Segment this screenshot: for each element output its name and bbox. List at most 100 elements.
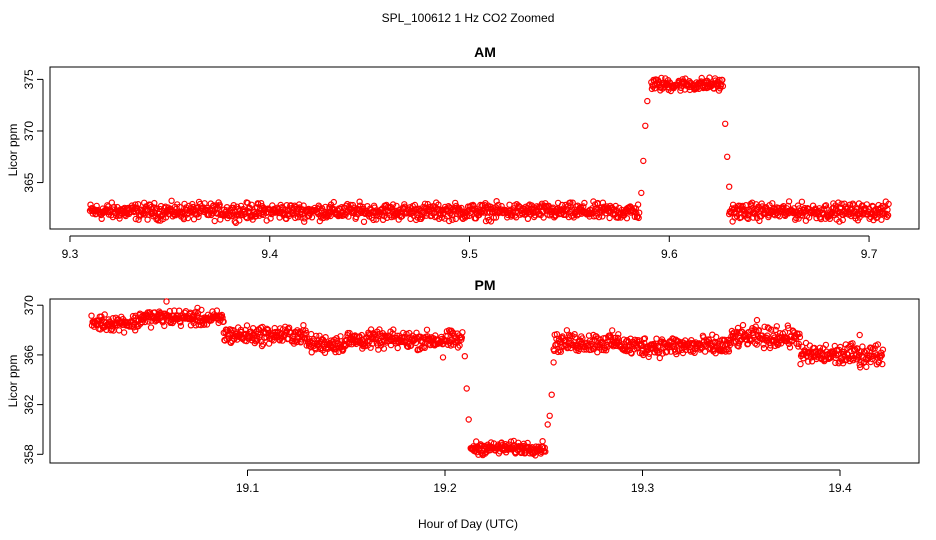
pm-data-point <box>293 338 300 346</box>
pm-data-point <box>145 318 152 325</box>
am-data-point <box>104 202 111 209</box>
pm-plot-frame <box>49 298 920 464</box>
pm-data-point <box>879 346 887 353</box>
pm-data-point <box>775 341 782 348</box>
am-data-point <box>567 199 574 206</box>
pm-data-point <box>380 345 388 352</box>
pm-data-point <box>141 318 149 326</box>
am-data-point <box>878 210 886 217</box>
pm-data-point <box>163 298 170 305</box>
am-data-point <box>490 214 497 221</box>
pm-data-point <box>816 344 824 351</box>
pm-data-point <box>796 330 803 337</box>
am-panel-title: AM <box>474 44 496 60</box>
pm-data-point <box>572 334 579 341</box>
pm-data-point <box>131 327 139 334</box>
pm-data-point <box>760 344 768 352</box>
am-data-point <box>644 97 651 105</box>
pm-data-point <box>625 343 632 350</box>
pm-data-point <box>641 335 649 342</box>
pm-data-point <box>844 351 852 358</box>
pm-data-point <box>554 348 562 356</box>
pm-data-point <box>101 311 108 318</box>
pm-data-point <box>459 329 466 336</box>
pm-data-point <box>837 343 844 351</box>
pm-data-point <box>773 323 781 330</box>
pm-x-tick-label: 19.4 <box>828 481 852 495</box>
pm-data-point <box>856 331 863 339</box>
pm-data-point <box>715 341 722 348</box>
pm-data-point <box>423 326 431 333</box>
pm-data-point <box>394 344 401 352</box>
am-x-tick-label: 9.5 <box>461 247 478 261</box>
pm-data-point <box>614 337 621 344</box>
pm-data-point <box>860 348 868 355</box>
am-data-point <box>345 213 352 220</box>
pm-data-point <box>796 333 804 341</box>
am-data-point <box>737 214 745 221</box>
pm-data-point <box>822 341 830 349</box>
pm-data-point <box>546 412 553 419</box>
am-data-point <box>878 216 885 223</box>
am-data-point <box>257 199 265 207</box>
pm-data-point <box>768 326 775 333</box>
pm-data-point <box>390 326 397 333</box>
am-panel: AM Licor ppm 9.3 9.4 9.5 9.6 9.7 365 370 375 <box>6 44 920 261</box>
am-x-tick-label: 9.4 <box>261 247 278 261</box>
am-data-point <box>719 76 726 84</box>
am-data-points <box>86 74 892 226</box>
am-data-point <box>216 201 223 208</box>
am-data-point <box>850 202 857 209</box>
pm-x-tick-label: 19.3 <box>631 481 655 495</box>
pm-data-point <box>863 347 871 354</box>
pm-data-point <box>795 343 802 350</box>
pm-data-point <box>175 307 183 314</box>
pm-data-point <box>571 331 578 338</box>
am-data-point <box>180 215 188 223</box>
am-data-point <box>452 215 459 223</box>
am-data-point <box>724 153 731 160</box>
pm-data-point <box>361 342 369 350</box>
pm-data-point <box>218 311 226 319</box>
am-data-point <box>558 201 566 209</box>
am-data-point <box>769 200 776 207</box>
am-data-point <box>718 81 725 88</box>
pm-data-point <box>461 353 468 360</box>
am-data-point <box>298 214 305 221</box>
figure-title: SPL_100612 1 Hz CO2 Zoomed <box>382 11 555 25</box>
am-y-tick-label: 370 <box>22 121 36 141</box>
am-data-point <box>370 216 377 224</box>
am-data-point <box>98 215 105 222</box>
pm-data-point <box>645 353 652 361</box>
pm-data-point <box>725 348 733 355</box>
am-data-point <box>569 199 576 206</box>
am-data-point <box>230 201 237 209</box>
am-x-tick-label: 9.7 <box>861 247 878 261</box>
pm-data-point <box>129 312 137 320</box>
pm-data-point <box>439 354 447 361</box>
pm-data-points <box>88 298 887 459</box>
pm-data-point <box>542 448 549 455</box>
am-plot-frame <box>49 66 920 230</box>
pm-data-point <box>243 322 251 329</box>
am-data-point <box>246 204 254 212</box>
am-data-point <box>407 215 414 223</box>
pm-data-point <box>259 341 267 348</box>
am-y-tick-label: 375 <box>22 69 36 89</box>
am-data-point <box>168 197 175 204</box>
pm-data-point <box>120 329 128 336</box>
pm-data-point <box>624 337 631 344</box>
am-data-point <box>785 198 793 205</box>
pm-data-point <box>786 344 794 351</box>
pm-data-point <box>550 359 557 366</box>
pm-y-axis-label: Licor ppm <box>6 355 20 408</box>
am-data-point <box>495 201 502 209</box>
am-data-point <box>132 201 139 208</box>
am-data-point <box>116 215 123 222</box>
am-data-point <box>599 199 607 206</box>
pm-data-point <box>862 349 869 356</box>
am-y-tick-label: 365 <box>22 172 36 192</box>
am-data-point <box>301 218 308 225</box>
pm-data-point <box>615 331 622 338</box>
pm-data-point <box>687 348 695 355</box>
